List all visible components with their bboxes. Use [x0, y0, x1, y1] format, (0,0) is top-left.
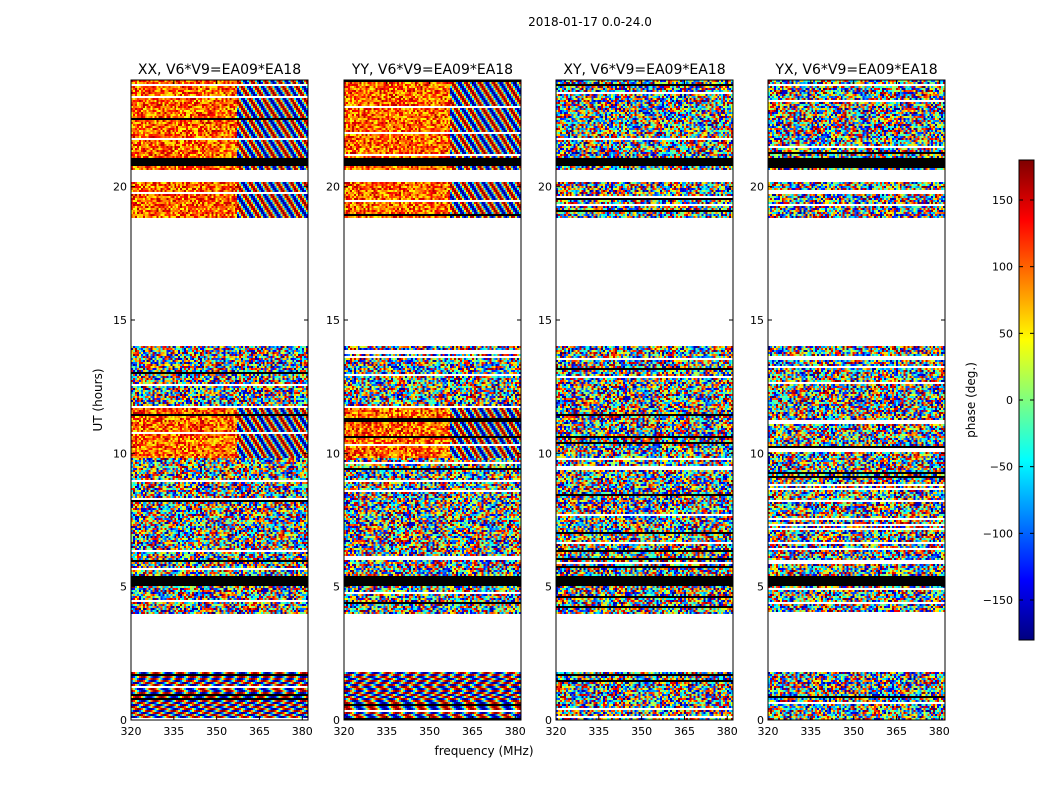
panel-title: XY, V6*V9=EA09*EA18 — [563, 62, 725, 78]
y-tick-label: 0 — [545, 714, 552, 727]
y-tick-label: 15 — [538, 314, 552, 327]
y-tick-label: 20 — [326, 181, 340, 194]
x-tick-label: 380 — [717, 725, 738, 738]
colorbar-tick-label: 0 — [1006, 394, 1013, 407]
y-tick-label: 0 — [757, 714, 764, 727]
panel-title: YX, V6*V9=EA09*EA18 — [774, 62, 937, 78]
x-tick-label: 350 — [206, 725, 227, 738]
colorbar-tick-label: 50 — [999, 327, 1013, 340]
panel-title: XX, V6*V9=EA09*EA18 — [138, 62, 301, 78]
axes-frame — [555, 79, 734, 721]
panel-yx: YX, V6*V9=EA09*EA18 0 5 10 15 20 320 335 350 365 3… — [750, 62, 950, 738]
colorbar: phase (deg.) 150 100 50 0 −50 −100 −150 — [964, 159, 1035, 641]
y-axis-label: UT (hours) — [91, 368, 105, 431]
x-tick-label: 380 — [292, 725, 313, 738]
y-tick-label: 0 — [120, 714, 127, 727]
y-tick-label: 20 — [113, 181, 127, 194]
colorbar-tick-label: −100 — [983, 527, 1013, 540]
colorbar-label: phase (deg.) — [964, 362, 978, 438]
y-tick-label: 20 — [538, 181, 552, 194]
axes-frame — [130, 79, 309, 721]
y-tick-label: 5 — [757, 581, 764, 594]
heatmap-image — [556, 80, 733, 720]
panels: XX, V6*V9=EA09*EA18 0 5 10 15 20 320 335 350 365 3… — [113, 62, 950, 738]
x-tick-label: 320 — [121, 725, 142, 738]
y-tick-label: 10 — [113, 447, 127, 460]
x-axis-label: frequency (MHz) — [434, 744, 533, 758]
x-tick-label: 350 — [419, 725, 440, 738]
colorbar-tick-label: −150 — [983, 594, 1013, 607]
axes-frame — [343, 79, 522, 721]
y-tick-label: 0 — [333, 714, 340, 727]
y-tick-label: 15 — [750, 314, 764, 327]
y-tick-label: 10 — [750, 447, 764, 460]
x-tick-label: 365 — [674, 725, 695, 738]
x-tick-label: 335 — [588, 725, 609, 738]
x-tick-label: 380 — [929, 725, 950, 738]
panel-xy: XY, V6*V9=EA09*EA18 0 5 10 15 20 320 335 350 365 3… — [538, 62, 738, 738]
panel-xx: XX, V6*V9=EA09*EA18 0 5 10 15 20 320 335 350 365 3… — [113, 62, 313, 738]
y-tick-label: 15 — [326, 314, 340, 327]
colorbar-tick-label: 100 — [992, 261, 1013, 274]
panel-title: YY, V6*V9=EA09*EA18 — [351, 62, 513, 78]
heatmap-image — [768, 80, 945, 720]
x-tick-label: 320 — [758, 725, 779, 738]
y-tick-label: 5 — [545, 581, 552, 594]
panel-yy: YY, V6*V9=EA09*EA18 0 5 10 15 20 320 335 350 365 3… — [326, 62, 526, 738]
x-tick-label: 335 — [376, 725, 397, 738]
y-tick-label: 15 — [113, 314, 127, 327]
x-tick-label: 350 — [631, 725, 652, 738]
y-tick-label: 20 — [750, 181, 764, 194]
y-tick-label: 5 — [120, 581, 127, 594]
y-tick-label: 5 — [333, 581, 340, 594]
x-tick-label: 365 — [462, 725, 483, 738]
x-tick-label: 335 — [163, 725, 184, 738]
x-tick-label: 365 — [886, 725, 907, 738]
y-tick-label: 10 — [326, 447, 340, 460]
x-tick-label: 320 — [546, 725, 567, 738]
y-tick-label: 10 — [538, 447, 552, 460]
figure-suptitle: 2018-01-17 0.0-24.0 — [528, 15, 652, 29]
x-tick-label: 350 — [843, 725, 864, 738]
axes-frame — [767, 79, 946, 721]
colorbar-tick-label: 150 — [992, 194, 1013, 207]
x-tick-label: 335 — [800, 725, 821, 738]
x-tick-label: 320 — [334, 725, 355, 738]
x-tick-label: 365 — [249, 725, 270, 738]
heatmap-image — [131, 80, 308, 720]
x-tick-label: 380 — [505, 725, 526, 738]
heatmap-image — [344, 80, 521, 720]
colorbar-tick-label: −50 — [990, 461, 1013, 474]
